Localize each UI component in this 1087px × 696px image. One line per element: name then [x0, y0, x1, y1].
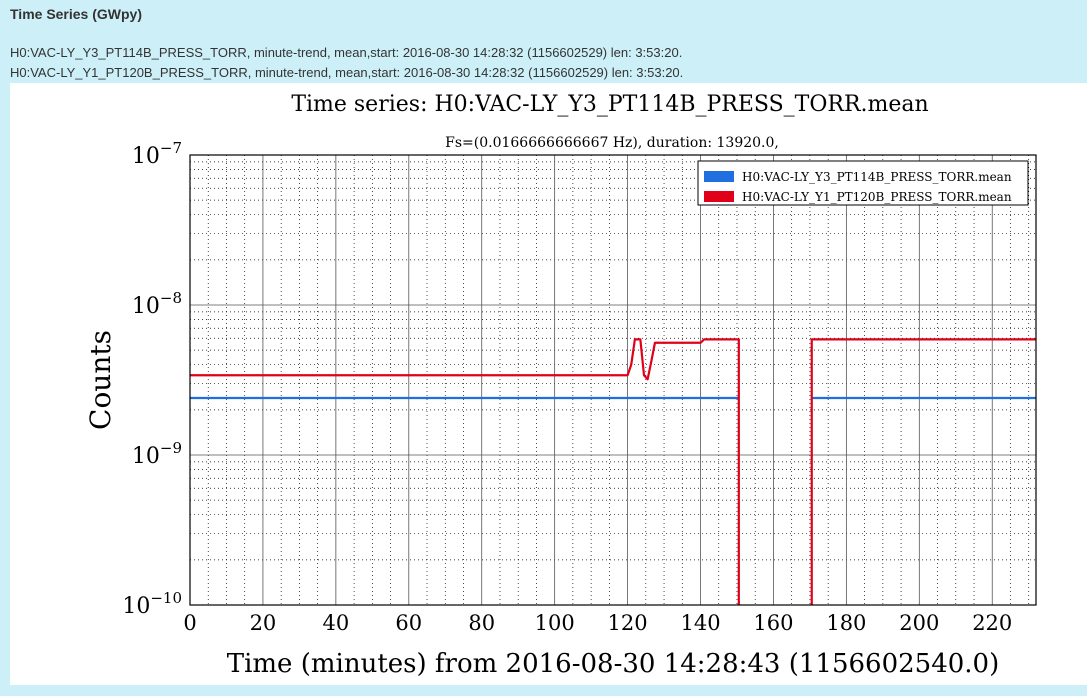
- y-tick-label: 10−8: [132, 289, 182, 319]
- x-tick-label: 200: [899, 611, 939, 635]
- series-line-2: [810, 338, 1036, 605]
- legend-label-1: H0:VAC-LY_Y3_PT114B_PRESS_TORR.mean: [742, 170, 1012, 184]
- chart-title: Time series: H0:VAC-LY_Y3_PT114B_PRESS_T…: [291, 92, 928, 117]
- chart-subtitle: Fs=(0.0166666666667 Hz), duration: 13920…: [445, 135, 779, 151]
- y-tick-label: 10−9: [132, 439, 182, 469]
- x-axis-label: Time (minutes) from 2016-08-30 14:28:43 …: [227, 649, 1000, 679]
- series-line-2: [190, 338, 740, 605]
- x-tick-label: 100: [535, 611, 575, 635]
- x-tick-label: 160: [753, 611, 793, 635]
- x-tick-label: 120: [608, 611, 648, 635]
- channel-info-line-2: H0:VAC-LY_Y1_PT120B_PRESS_TORR, minute-t…: [10, 65, 684, 80]
- y-tick-label: 10−10: [122, 589, 182, 619]
- time-series-chart: 0 20 40 60 80 100 120 140 160 180 200 220 10−10 10−9 1…: [84, 92, 1037, 679]
- channel-info-line-1: H0:VAC-LY_Y3_PT114B_PRESS_TORR, minute-t…: [10, 45, 683, 60]
- x-tick-label: 140: [680, 611, 720, 635]
- x-tick-label: 40: [322, 611, 349, 635]
- x-tick-label: 60: [395, 611, 422, 635]
- legend-swatch-1: [704, 171, 734, 182]
- page-header-title: Time Series (GWpy): [10, 6, 143, 22]
- legend-box: [697, 160, 1029, 206]
- legend-label-2: H0:VAC-LY_Y1_PT120B_PRESS_TORR.mean: [742, 190, 1012, 204]
- plot-panel: 0 20 40 60 80 100 120 140 160 180 200 220 10−10 10−9 1…: [10, 83, 1087, 685]
- y-axis-label: Counts: [84, 330, 117, 430]
- x-tick-label: 0: [183, 611, 196, 635]
- x-tick-label: 220: [972, 611, 1012, 635]
- legend-swatch-2: [704, 191, 734, 202]
- y-tick-label: 10−7: [132, 139, 182, 169]
- x-tick-label: 20: [250, 611, 277, 635]
- x-tick-label: 180: [826, 611, 866, 635]
- plot-frame: [189, 154, 1037, 606]
- x-tick-label: 80: [468, 611, 495, 635]
